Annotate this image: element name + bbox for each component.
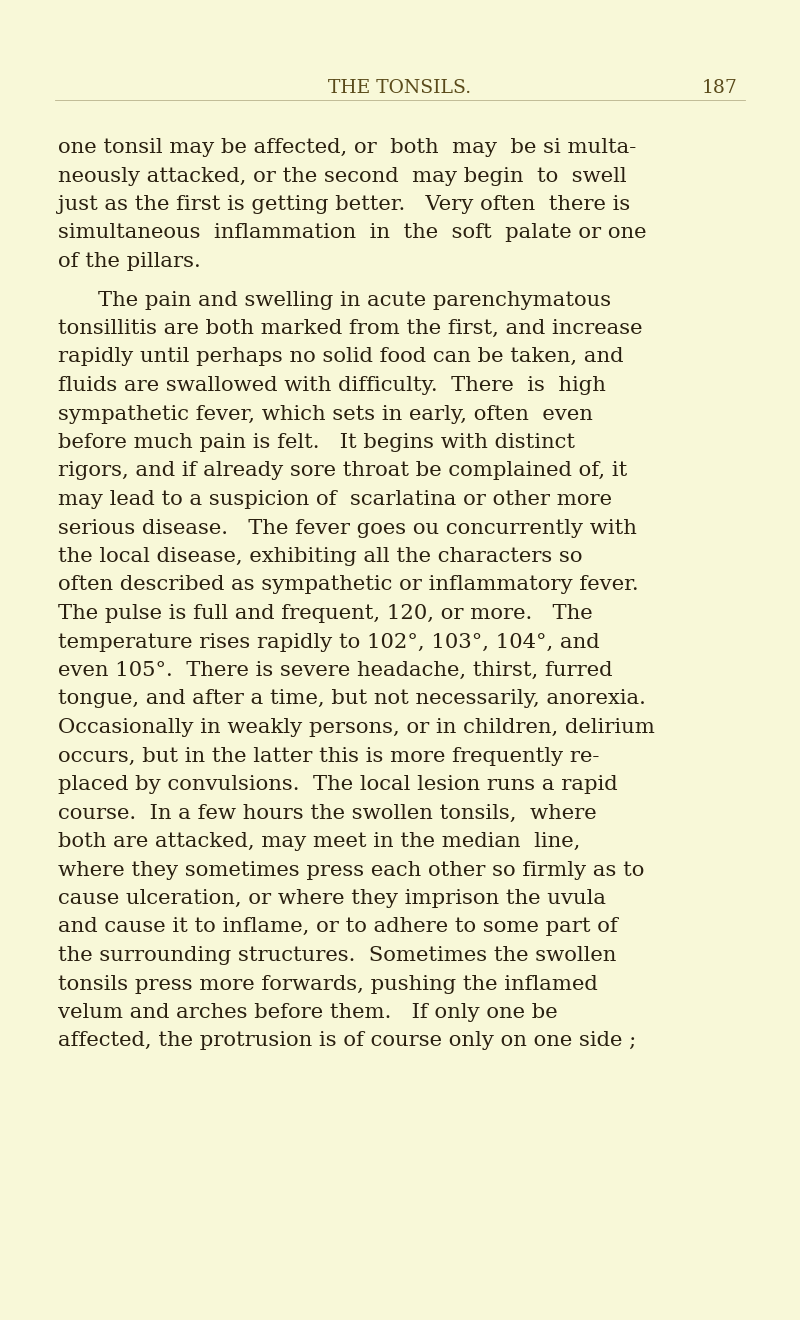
Text: fluids are swallowed with difficulty.  There  is  high: fluids are swallowed with difficulty. Th… xyxy=(58,376,606,395)
Text: often described as sympathetic or inflammatory fever.: often described as sympathetic or inflam… xyxy=(58,576,638,594)
Text: even 105°.  There is severe headache, thirst, furred: even 105°. There is severe headache, thi… xyxy=(58,661,613,680)
Text: simultaneous  inflammation  in  the  soft  palate or one: simultaneous inflammation in the soft pa… xyxy=(58,223,646,243)
Text: and cause it to inflame, or to adhere to some part of: and cause it to inflame, or to adhere to… xyxy=(58,917,618,936)
Text: both are attacked, may meet in the median  line,: both are attacked, may meet in the media… xyxy=(58,832,580,851)
Text: Occasionally in weakly persons, or in children, delirium: Occasionally in weakly persons, or in ch… xyxy=(58,718,655,737)
Text: The pulse is full and frequent, 120, or more.   The: The pulse is full and frequent, 120, or … xyxy=(58,605,593,623)
Text: 187: 187 xyxy=(702,79,738,96)
Text: cause ulceration, or where they imprison the uvula: cause ulceration, or where they imprison… xyxy=(58,888,606,908)
Text: temperature rises rapidly to 102°, 103°, 104°, and: temperature rises rapidly to 102°, 103°,… xyxy=(58,632,600,652)
Text: serious disease.   The fever goes ou concurrently with: serious disease. The fever goes ou concu… xyxy=(58,519,637,537)
Text: tonsillitis are both marked from the first, and increase: tonsillitis are both marked from the fir… xyxy=(58,319,642,338)
Text: of the pillars.: of the pillars. xyxy=(58,252,201,271)
Text: course.  In a few hours the swollen tonsils,  where: course. In a few hours the swollen tonsi… xyxy=(58,804,597,822)
Text: before much pain is felt.   It begins with distinct: before much pain is felt. It begins with… xyxy=(58,433,575,451)
Text: velum and arches before them.   If only one be: velum and arches before them. If only on… xyxy=(58,1003,558,1022)
Text: the local disease, exhibiting all the characters so: the local disease, exhibiting all the ch… xyxy=(58,546,582,566)
Text: just as the first is getting better.   Very often  there is: just as the first is getting better. Ver… xyxy=(58,195,630,214)
Text: THE TONSILS.: THE TONSILS. xyxy=(329,79,471,96)
Text: placed by convulsions.  The local lesion runs a rapid: placed by convulsions. The local lesion … xyxy=(58,775,618,795)
Text: may lead to a suspicion of  scarlatina or other more: may lead to a suspicion of scarlatina or… xyxy=(58,490,612,510)
Text: the surrounding structures.  Sometimes the swollen: the surrounding structures. Sometimes th… xyxy=(58,946,616,965)
Text: where they sometimes press each other so firmly as to: where they sometimes press each other so… xyxy=(58,861,644,879)
Text: occurs, but in the latter this is more frequently re-: occurs, but in the latter this is more f… xyxy=(58,747,599,766)
Text: rigors, and if already sore throat be complained of, it: rigors, and if already sore throat be co… xyxy=(58,462,627,480)
Text: affected, the protrusion is of course only on one side ;: affected, the protrusion is of course on… xyxy=(58,1031,636,1051)
Text: tonsils press more forwards, pushing the inflamed: tonsils press more forwards, pushing the… xyxy=(58,974,598,994)
Text: The pain and swelling in acute parenchymatous: The pain and swelling in acute parenchym… xyxy=(98,290,611,309)
Text: tongue, and after a time, but not necessarily, anorexia.: tongue, and after a time, but not necess… xyxy=(58,689,646,709)
Text: rapidly until perhaps no solid food can be taken, and: rapidly until perhaps no solid food can … xyxy=(58,347,623,367)
Text: one tonsil may be affected, or  both  may  be si multa-: one tonsil may be affected, or both may … xyxy=(58,139,636,157)
Text: neously attacked, or the second  may begin  to  swell: neously attacked, or the second may begi… xyxy=(58,166,626,186)
Text: sympathetic fever, which sets in early, often  even: sympathetic fever, which sets in early, … xyxy=(58,404,593,424)
